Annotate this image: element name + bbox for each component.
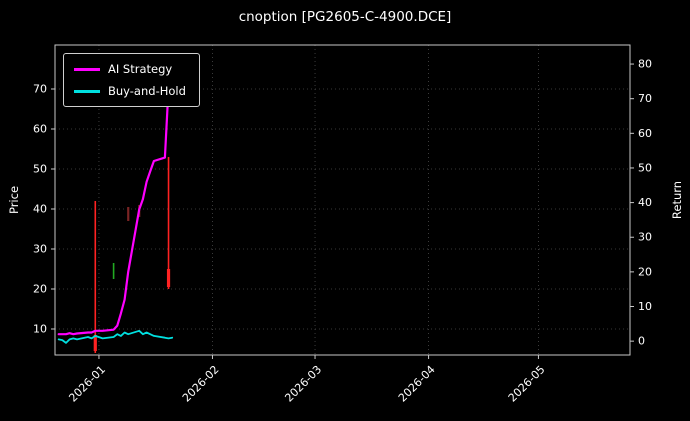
svg-text:20: 20 [33,283,47,296]
svg-text:10: 10 [33,323,47,336]
svg-text:10: 10 [638,300,652,313]
svg-text:50: 50 [33,163,47,176]
svg-text:20: 20 [638,265,652,278]
chart-title: cnoption [PG2605-C-4900.DCE] [238,9,452,25]
svg-text:2026-03: 2026-03 [282,363,324,405]
legend-label-buy-and-hold: Buy-and-Hold [108,84,186,98]
axes-spines [54,44,631,356]
buy-and-hold-line-swatch [74,89,100,93]
legend-item-buy-and-hold: Buy-and-Hold [74,84,186,98]
series-ai-strategy [57,87,170,336]
svg-text:2026-02: 2026-02 [180,363,222,405]
svg-text:80: 80 [638,58,652,71]
legend: AI Strategy Buy-and-Hold [63,53,200,107]
legend-item-ai-strategy: AI Strategy [74,62,186,76]
ai-strategy-line-swatch [74,67,100,71]
axis-ticks-and-labels: 2026-01 2026-02 2026-03 2026-04 2026-05 10 20 3… [33,58,652,405]
svg-text:30: 30 [638,231,652,244]
svg-text:2026-04: 2026-04 [396,363,438,405]
legend-label-ai-strategy: AI Strategy [108,62,173,76]
svg-text:70: 70 [638,92,652,105]
series-buy-and-hold [57,329,174,344]
svg-text:2026-05: 2026-05 [506,363,548,405]
svg-text:40: 40 [33,203,47,216]
svg-text:60: 60 [33,123,47,136]
svg-text:0: 0 [638,335,645,348]
svg-text:70: 70 [33,83,47,96]
svg-text:60: 60 [638,127,652,140]
candlesticks [93,157,171,353]
svg-text:2026-01: 2026-01 [66,363,108,405]
svg-text:30: 30 [33,243,47,256]
svg-text:50: 50 [638,161,652,174]
svg-text:40: 40 [638,196,652,209]
